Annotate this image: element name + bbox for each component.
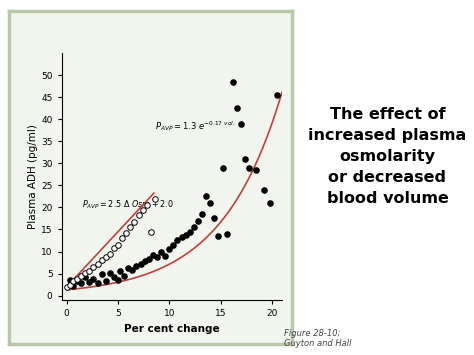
Point — [102, 254, 109, 260]
Point — [170, 242, 177, 248]
Text: The effect of
increased plasma
osmolarity
or decreased
blood volume: The effect of increased plasma osmolarit… — [309, 106, 466, 206]
Point — [165, 246, 173, 252]
Point — [125, 266, 132, 271]
Point — [77, 273, 85, 279]
Point — [161, 253, 169, 259]
Point — [246, 165, 253, 171]
Point — [215, 233, 222, 239]
Point — [178, 235, 185, 240]
Point — [153, 254, 161, 260]
Point — [219, 165, 227, 171]
Point — [110, 245, 118, 251]
Point — [149, 252, 156, 258]
Point — [114, 277, 122, 283]
Point — [157, 248, 165, 254]
Point — [173, 237, 181, 243]
Point — [110, 274, 118, 280]
Point — [186, 229, 193, 235]
Point — [118, 235, 126, 241]
X-axis label: Per cent change: Per cent change — [124, 323, 219, 334]
Point — [207, 200, 214, 206]
Y-axis label: Plasma ADH (pg/ml): Plasma ADH (pg/ml) — [28, 124, 38, 229]
Point — [90, 264, 97, 270]
Point — [182, 232, 190, 237]
Point — [266, 200, 273, 206]
Point — [94, 280, 101, 286]
Point — [139, 207, 146, 213]
Point — [106, 251, 114, 257]
Point — [241, 156, 249, 162]
Point — [143, 202, 151, 208]
Point — [82, 270, 89, 275]
Point — [237, 121, 245, 127]
Point — [116, 268, 124, 274]
Point — [98, 257, 105, 263]
Point — [229, 79, 237, 85]
Point — [273, 92, 281, 98]
Point — [151, 196, 159, 202]
Point — [102, 279, 109, 284]
Point — [122, 230, 130, 236]
Point — [77, 280, 85, 286]
Point — [69, 279, 77, 284]
Point — [90, 276, 97, 282]
Point — [147, 229, 155, 235]
Point — [198, 211, 206, 217]
Text: Figure 28-10;
Guyton and Hall: Figure 28-10; Guyton and Hall — [284, 328, 352, 348]
Point — [114, 242, 122, 248]
Text: $P_{AVP} = 2.5\ \Delta\ Osm + 2.0$: $P_{AVP} = 2.5\ \Delta\ Osm + 2.0$ — [82, 199, 173, 211]
Point — [85, 279, 93, 285]
Point — [141, 258, 148, 264]
Point — [98, 272, 105, 277]
Point — [202, 193, 210, 199]
Point — [66, 282, 73, 288]
Point — [190, 224, 198, 230]
Point — [85, 268, 93, 274]
Point — [210, 215, 218, 221]
Point — [66, 277, 73, 283]
Point — [233, 105, 241, 111]
Point — [120, 273, 128, 279]
Text: $P_{AVP} = 1.3\ e^{-0.17\ vol.}$: $P_{AVP} = 1.3\ e^{-0.17\ vol.}$ — [155, 119, 235, 132]
Point — [63, 284, 71, 290]
Point — [131, 219, 138, 224]
Point — [73, 279, 81, 284]
Point — [223, 231, 230, 237]
Point — [94, 261, 101, 267]
Point — [73, 276, 81, 282]
Point — [127, 224, 134, 230]
Point — [137, 261, 145, 267]
Point — [69, 283, 77, 289]
Point — [106, 270, 114, 275]
Point — [260, 187, 267, 193]
Point — [253, 167, 260, 173]
Point — [194, 218, 202, 224]
Point — [82, 274, 89, 280]
Point — [145, 257, 153, 262]
Point — [133, 263, 140, 268]
Point — [135, 213, 142, 218]
Point — [128, 267, 136, 273]
